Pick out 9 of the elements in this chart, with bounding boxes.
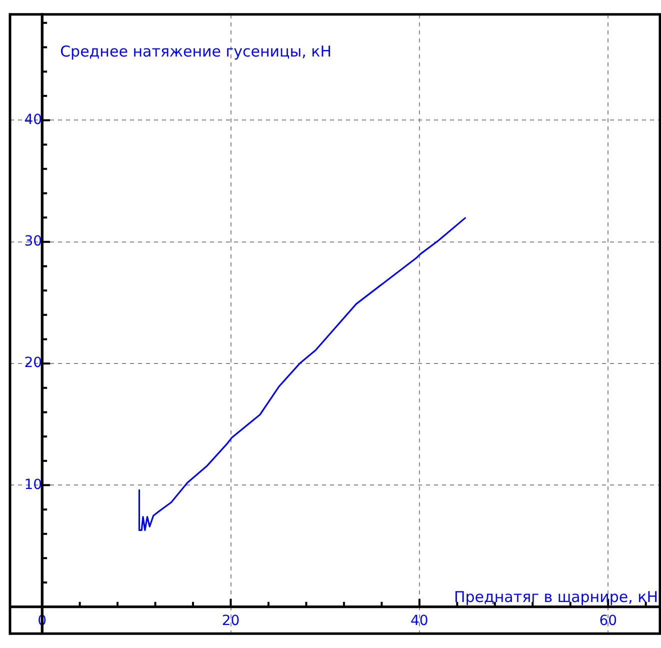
x-axis-title: Преднатяг в шарнире, кН [454,588,658,606]
y-tick-label: 30 [24,234,42,250]
y-tick-label: 40 [24,112,42,128]
x-tick-label: 20 [222,612,240,629]
y-axis-title: Среднее натяжение гусеницы, кН [60,42,332,60]
x-tick-label: 60 [599,612,618,629]
y-tick-label: 10 [24,476,42,493]
x-tick-label: 40 [410,612,428,629]
y-tick-label: 20 [24,355,42,372]
